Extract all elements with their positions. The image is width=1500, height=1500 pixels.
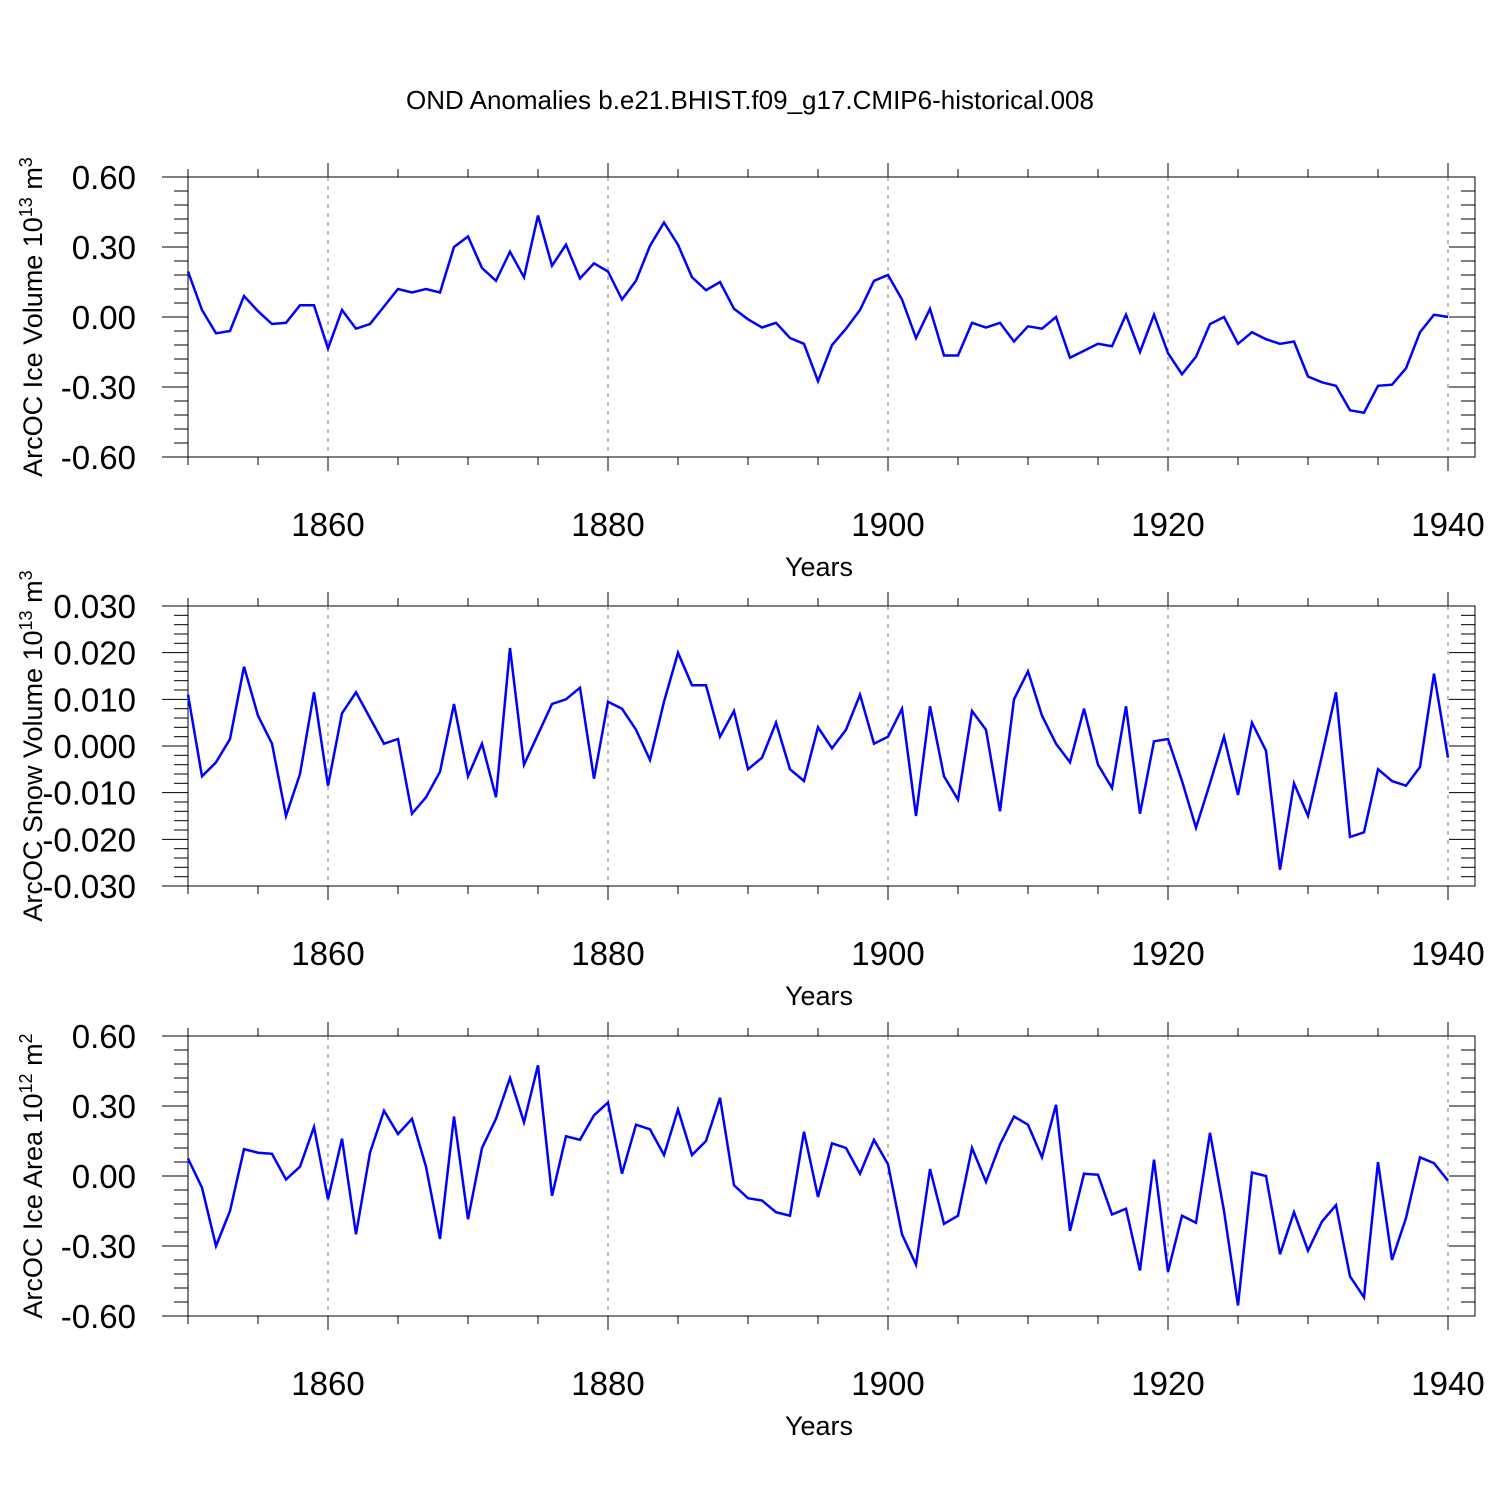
y-axis-title: ArcOC Ice Volume 1013 m3 — [16, 157, 48, 477]
y-tick-label: 0.30 — [72, 229, 136, 266]
y-tick-label: 0.00 — [72, 1158, 136, 1195]
figure-title: OND Anomalies b.e21.BHIST.f09_g17.CMIP6-… — [406, 85, 1094, 115]
y-tick-label: -0.020 — [42, 821, 136, 858]
x-tick-label: 1920 — [1131, 1365, 1204, 1402]
x-tick-label: 1940 — [1411, 506, 1484, 543]
x-tick-label: 1900 — [851, 935, 924, 972]
panel-3: -0.60 -0.30 0.00 0.30 0.60 1860 1880 1900 1920 19… — [16, 1018, 1485, 1441]
panel-1: -0.60 -0.30 0.00 0.30 0.60 1860 1880 1900 1920 19… — [16, 157, 1485, 582]
y-tick-label: -0.30 — [61, 1228, 136, 1265]
panel-2: -0.030 -0.020 -0.010 0.000 0.010 0.020 0.030 18… — [16, 570, 1485, 1011]
y-tick-label: 0.00 — [72, 299, 136, 336]
y-tick-label: 0.030 — [53, 588, 136, 625]
x-tick-label: 1920 — [1131, 935, 1204, 972]
y-tick-label: 0.010 — [53, 681, 136, 718]
y-tick-label: 0.020 — [53, 635, 136, 672]
x-tick-label: 1940 — [1411, 1365, 1484, 1402]
y-tick-label: 0.60 — [72, 159, 136, 196]
x-tick-label: 1940 — [1411, 935, 1484, 972]
y-tick-label: -0.60 — [61, 439, 136, 476]
y-axis-title: ArcOC Ice Area 1012 m2 — [16, 1033, 48, 1318]
x-axis-title: Years — [785, 981, 853, 1011]
x-tick-label: 1880 — [571, 935, 644, 972]
series-line — [186, 215, 1449, 415]
y-tick-label: -0.030 — [42, 868, 136, 905]
y-tick-label: -0.60 — [61, 1298, 136, 1335]
y-tick-label: 0.000 — [53, 728, 136, 765]
x-tick-label: 1860 — [291, 506, 364, 543]
x-tick-label: 1900 — [851, 506, 924, 543]
x-tick-label: 1920 — [1131, 506, 1204, 543]
series-line — [186, 1064, 1449, 1306]
x-tick-label: 1880 — [571, 506, 644, 543]
series-line — [186, 647, 1450, 870]
x-tick-label: 1880 — [571, 1365, 644, 1402]
y-tick-label: -0.010 — [42, 775, 136, 812]
x-tick-label: 1900 — [851, 1365, 924, 1402]
x-tick-label: 1860 — [291, 935, 364, 972]
panels: -0.60 -0.30 0.00 0.30 0.60 1860 1880 1900 1920 19… — [16, 157, 1485, 1441]
x-axis-title: Years — [785, 1411, 853, 1441]
y-axis-title: ArcOC Snow Volume 1013 m3 — [16, 570, 48, 921]
x-axis-title: Years — [785, 552, 853, 582]
x-tick-label: 1860 — [291, 1365, 364, 1402]
y-tick-label: -0.30 — [61, 369, 136, 406]
y-tick-label: 0.30 — [72, 1088, 136, 1125]
y-tick-label: 0.60 — [72, 1018, 136, 1055]
